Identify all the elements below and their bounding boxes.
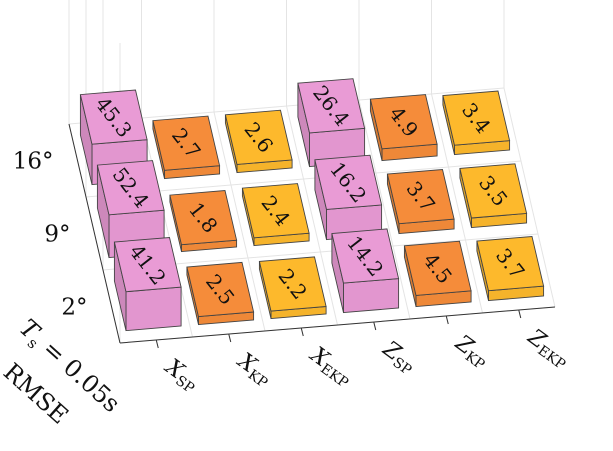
bar-front-face xyxy=(343,278,400,314)
x-tick-mark xyxy=(155,339,159,349)
floor-grid-line xyxy=(141,117,193,338)
bar xyxy=(152,115,221,180)
x-tick-label: ZSP xyxy=(376,336,420,379)
floor-grid-line xyxy=(431,93,483,314)
x-tick-mark xyxy=(518,309,522,319)
floor-grid-line xyxy=(286,105,338,326)
bar-top-face xyxy=(96,160,165,216)
bar xyxy=(258,256,327,320)
bar xyxy=(241,183,310,247)
y-axis-line xyxy=(68,123,121,344)
floor-grid-line xyxy=(213,111,266,332)
bars-layer xyxy=(79,78,545,332)
x-tick-label-sub: EKP xyxy=(317,361,351,392)
x-tick-label: XKP xyxy=(230,347,276,391)
bar-top-face xyxy=(241,183,310,239)
x-tick-label-sub: EKP xyxy=(534,343,568,374)
bar-top-face xyxy=(79,89,148,145)
x-tick-mark xyxy=(373,321,377,331)
bar xyxy=(369,94,438,162)
bar-top-face xyxy=(331,228,400,284)
y-tick-label: 9° xyxy=(44,222,70,248)
bar xyxy=(169,190,238,253)
bar-top-face xyxy=(224,109,293,165)
bar-top-face xyxy=(152,115,221,171)
bar xyxy=(113,237,182,332)
bar-top-face xyxy=(459,163,528,219)
bar-top-face xyxy=(113,237,182,293)
bar xyxy=(459,163,528,229)
x-axis-line xyxy=(119,306,556,344)
x-tick-label: ZKP xyxy=(449,330,494,373)
bar xyxy=(476,236,545,302)
x-tick-label: XSP xyxy=(158,353,204,396)
bar-top-face xyxy=(442,90,511,146)
bar-top-face xyxy=(169,190,238,246)
bar-top-face xyxy=(186,261,255,318)
x-tick-label: XEKP xyxy=(303,341,358,391)
y-tick-label: 16° xyxy=(13,149,54,175)
bar-top-face xyxy=(386,169,455,225)
bar xyxy=(314,154,383,241)
x-tick-label: ZEKP xyxy=(521,324,574,373)
bar-top-face xyxy=(314,154,383,210)
bar-top-face xyxy=(297,78,366,134)
bar-top-face xyxy=(403,240,472,296)
x-tick-mark xyxy=(445,315,449,325)
bar xyxy=(224,109,293,174)
y-tick-label: 2° xyxy=(61,295,87,321)
bar-top-face xyxy=(476,236,545,292)
bar-front-face xyxy=(125,286,182,332)
bar xyxy=(386,169,455,235)
x-tick-mark xyxy=(228,333,232,343)
bar xyxy=(186,261,255,326)
x-tick-mark xyxy=(300,327,304,337)
bar xyxy=(442,90,511,156)
floor-grid-line xyxy=(358,99,411,320)
bar xyxy=(331,228,400,314)
floor-grid-line xyxy=(503,87,556,308)
bar-top-face xyxy=(258,256,327,312)
bar xyxy=(403,240,472,308)
bar-top-face xyxy=(369,94,438,150)
